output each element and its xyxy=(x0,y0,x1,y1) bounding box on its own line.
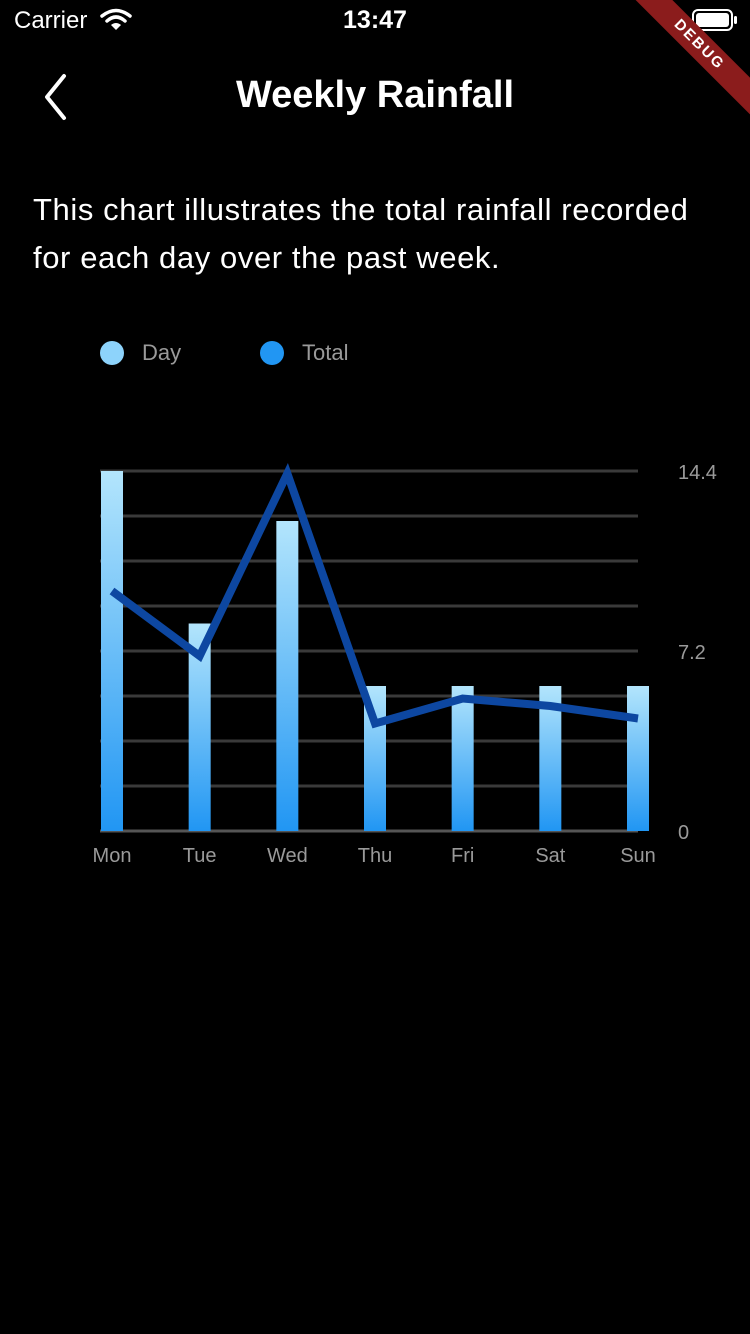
bar-sun xyxy=(627,686,649,831)
wifi-icon xyxy=(100,8,132,30)
chart-description: This chart illustrates the total rainfal… xyxy=(33,192,689,275)
x-tick-label-wed: Wed xyxy=(267,845,308,867)
legend-item-day[interactable]: Day xyxy=(100,338,220,370)
page-title: Weekly Rainfall xyxy=(235,74,515,116)
carrier-label: Carrier xyxy=(14,7,88,34)
y-tick-label: 0 xyxy=(678,822,689,844)
status-time: 13:47 xyxy=(343,6,407,34)
bar-wed xyxy=(276,521,299,831)
battery-icon xyxy=(692,9,737,31)
y-tick-label: 7.2 xyxy=(678,642,706,664)
legend-total-label: Total xyxy=(302,340,349,365)
y-tick-label: 14.4 xyxy=(678,462,717,484)
x-tick-label-thu: Thu xyxy=(358,845,392,867)
total-line xyxy=(109,463,639,729)
legend-item-total[interactable]: Total xyxy=(260,338,390,370)
bar-mon xyxy=(101,471,123,831)
status-bar: Carrier 13:47 xyxy=(0,0,750,40)
line-series xyxy=(109,463,639,729)
back-button[interactable] xyxy=(30,70,84,124)
bar-thu xyxy=(364,686,386,831)
bar-fri xyxy=(451,686,474,831)
chevron-left-icon xyxy=(45,74,66,120)
bar-series xyxy=(101,471,649,831)
legend-total-marker xyxy=(260,341,284,365)
x-tick-label-sun: Sun xyxy=(620,845,656,867)
legend-day-marker xyxy=(100,341,124,365)
gridlines xyxy=(100,469,638,833)
x-tick-label-tue: Tue xyxy=(183,845,217,867)
legend-day-label: Day xyxy=(142,340,182,365)
nav-bar: Weekly Rainfall xyxy=(0,60,750,134)
x-tick-label-sat: Sat xyxy=(535,845,565,867)
x-tick-label-mon: Mon xyxy=(93,845,132,867)
x-tick-label-fri: Fri xyxy=(451,845,474,867)
bar-tue xyxy=(188,623,211,831)
bar-sat xyxy=(539,686,562,831)
axis-labels: Mon Tue Wed Thu Fri Sat Sun 14.4 7.2 0 xyxy=(93,462,717,867)
